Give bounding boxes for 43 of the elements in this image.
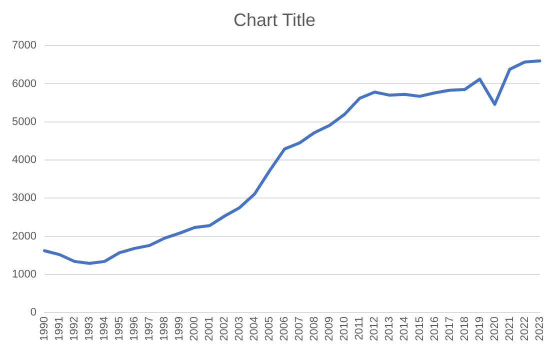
x-tick-label: 2015 xyxy=(414,316,426,342)
x-tick-label: 1994 xyxy=(98,316,111,342)
x-tick-label: 2011 xyxy=(354,316,366,340)
x-tick-label: 2005 xyxy=(264,316,276,342)
chart-title: Chart Title xyxy=(233,10,316,30)
x-tick-label: 2022 xyxy=(518,316,531,342)
y-tick-label: 7000 xyxy=(12,40,36,52)
x-tick-label: 2007 xyxy=(294,316,306,342)
x-tick-label: 1991 xyxy=(54,316,66,342)
x-tick-label: 1997 xyxy=(144,316,156,342)
x-tick-label: 1992 xyxy=(68,316,81,342)
y-tick-label: 2000 xyxy=(12,230,36,242)
y-tick-label: 1000 xyxy=(12,268,36,280)
x-tick-label: 2019 xyxy=(474,316,486,342)
y-tick-label: 0 xyxy=(30,306,36,319)
x-tick-label: 2014 xyxy=(398,316,411,342)
x-tick-label: 2013 xyxy=(384,316,396,342)
x-tick-label: 2017 xyxy=(444,316,456,342)
x-tick-label: 2000 xyxy=(188,316,201,342)
x-tick-label: 1996 xyxy=(128,316,141,342)
x-tick-label: 2020 xyxy=(488,316,501,342)
x-tick-label: 2003 xyxy=(234,316,246,342)
y-tick-label: 5000 xyxy=(12,116,36,128)
x-tick-label: 1990 xyxy=(38,316,50,342)
x-tick-label: 1995 xyxy=(114,316,126,342)
x-tick-label: 2002 xyxy=(218,316,231,342)
y-tick-label: 3000 xyxy=(12,192,36,204)
x-tick-label: 2006 xyxy=(278,316,291,342)
y-tick-label: 4000 xyxy=(12,154,36,166)
x-tick-label: 2001 xyxy=(204,316,216,342)
x-tick-label: 1998 xyxy=(158,316,171,342)
x-tick-label: 2010 xyxy=(338,316,351,342)
x-tick-label: 2018 xyxy=(458,316,471,342)
y-tick-label: 6000 xyxy=(12,78,36,90)
x-tick-label: 2016 xyxy=(428,316,441,342)
x-tick-label: 1999 xyxy=(174,316,186,342)
x-tick-label: 2021 xyxy=(504,316,516,342)
x-tick-label: 2004 xyxy=(248,316,261,342)
x-tick-label: 2009 xyxy=(324,316,336,342)
x-tick-label: 1993 xyxy=(84,316,96,342)
x-tick-label: 2012 xyxy=(368,316,381,342)
x-tick-label: 2008 xyxy=(308,316,321,342)
x-tick-label: 2023 xyxy=(534,316,546,342)
